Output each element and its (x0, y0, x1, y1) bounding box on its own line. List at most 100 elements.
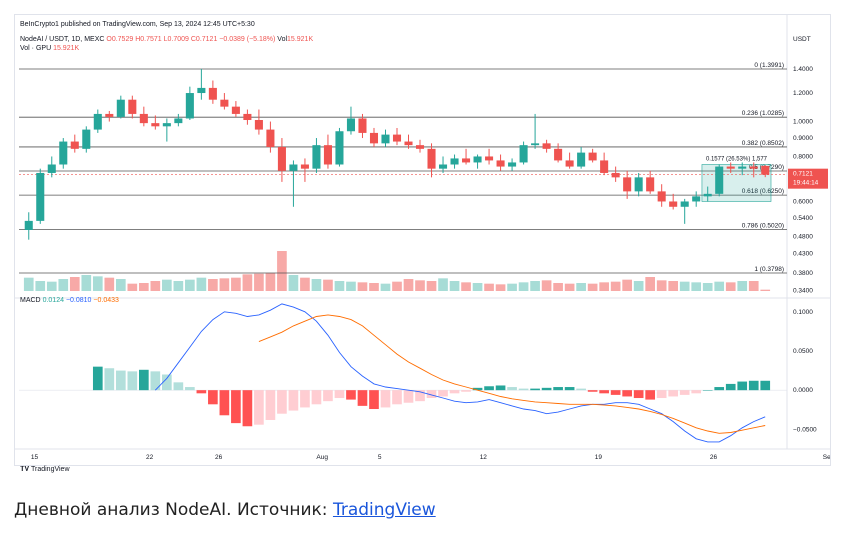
candle-body (208, 87, 217, 100)
candle-body (174, 118, 183, 124)
macd-histogram-bar (138, 369, 149, 391)
volume-bar (691, 282, 702, 291)
measure-rectangle (701, 164, 772, 202)
price-tick-label: 0.8000 (793, 153, 813, 160)
volume-bar (127, 283, 138, 291)
tradingview-logo[interactable]: 𝐓𝐕 TradingView (20, 466, 70, 474)
volume-bar (564, 283, 575, 291)
volume-bar (104, 277, 115, 291)
candle-body (300, 164, 309, 169)
volume-bar (185, 279, 195, 291)
macd-histogram-bar (196, 390, 207, 394)
fib-level-label: 1 (0.3798) (754, 266, 784, 273)
macd-histogram-bar (495, 385, 506, 391)
volume-value: 15.921K (287, 36, 314, 43)
macd-histogram-bar (541, 387, 552, 391)
candle-body (116, 99, 125, 117)
macd-histogram-bar (702, 390, 713, 391)
volume-bar (138, 283, 149, 291)
macd-histogram-bar (403, 390, 414, 403)
candle-body (369, 132, 379, 144)
fib-level-label: 0 (1.3991) (754, 62, 784, 69)
time-tick-label: 26 (710, 454, 718, 461)
volume-bar (173, 281, 184, 291)
candle-body (36, 172, 45, 221)
volume-bar (449, 281, 460, 291)
volume-bar (461, 282, 471, 291)
grid-layer (15, 15, 830, 450)
macd-tick-label: −0.0500 (793, 426, 817, 433)
volume-bar (334, 281, 345, 291)
tv-logo-text: TradingView (30, 466, 70, 473)
candle-body (439, 164, 448, 169)
price-tick-label: 0.5400 (793, 215, 813, 222)
caption-source-link[interactable]: TradingView (332, 500, 436, 520)
time-tick-label: 19 (595, 454, 603, 461)
macd-histogram-bar (173, 382, 184, 391)
volume-bar (403, 279, 414, 291)
time-tick-label: Sep (823, 454, 830, 461)
candle-body (139, 113, 148, 124)
price-tick-label: 1.4000 (793, 66, 813, 73)
caption: Дневной анализ NodeAI. Источник: Trading… (14, 500, 436, 520)
volume-bar (162, 279, 172, 291)
candle-body (669, 201, 678, 207)
volume-bar (242, 274, 253, 291)
candle-body (508, 162, 517, 167)
candle-body (646, 177, 655, 192)
macd-legend: MACD 0.0124 −0.0810 −0.0433 (20, 297, 119, 304)
volume-bar (679, 281, 690, 291)
macd-histogram-bar (369, 390, 379, 410)
publisher-line: BeInCrypto1 published on TradingView.com… (20, 21, 255, 28)
candle-body (703, 193, 712, 197)
chart-panel[interactable]: 0 (1.3991) 0.236 (1.0285) 0.382 (0.8502) 0.… (14, 14, 831, 466)
volume-bar (357, 282, 368, 291)
time-tick-label: 15 (31, 454, 39, 461)
candle-body (611, 172, 620, 178)
candle-body (450, 158, 459, 165)
volume-bar (599, 282, 609, 291)
chart-canvas[interactable]: 0 (1.3991) 0.236 (1.0285) 0.382 (0.8502) 0.… (15, 15, 830, 465)
currency-label: USDT (793, 36, 811, 43)
ohlc-low: L0.7009 (163, 36, 189, 43)
vol-row-value: 15.921K (53, 45, 80, 52)
fib-level-label: 0.618 (0.6250) (742, 188, 784, 195)
volume-bar (219, 278, 230, 291)
volume-bar (530, 281, 540, 291)
volume-bar (426, 281, 437, 291)
volume-bar (748, 281, 759, 291)
macd-histogram-bar (115, 370, 126, 391)
macd-histogram-bar (622, 390, 632, 397)
volume-bar (484, 283, 494, 291)
volume-bar (645, 277, 656, 291)
macd-histogram-bar (518, 388, 529, 391)
price-tick-label: 0.3800 (793, 270, 813, 277)
macd-histogram-bar (691, 390, 702, 394)
price-tick-label: 0.4300 (793, 251, 813, 258)
candle-body (24, 220, 33, 230)
volume-bar (760, 289, 771, 291)
candle-body (312, 145, 321, 169)
volume-bar (656, 280, 667, 291)
vol-row-label[interactable]: Vol · GPU (20, 45, 52, 52)
volume-bar (507, 283, 517, 291)
macd-histogram-bar (92, 366, 103, 391)
macd-histogram-bar (415, 390, 425, 402)
macd-histogram-bar (725, 383, 736, 391)
macd-label[interactable]: MACD (20, 297, 41, 304)
last-price-tag: 0.7121 (793, 171, 813, 178)
macd-histogram-bar (150, 371, 161, 391)
macd-histogram-bar (346, 390, 356, 400)
time-tick-label: 26 (215, 454, 223, 461)
macd-tick-label: 0.0500 (793, 348, 813, 355)
candle-body (600, 160, 609, 173)
symbol-name[interactable]: NodeAI / USDT, 1D, MEXC (20, 36, 105, 43)
fibonacci-levels: 0 (1.3991) 0.236 (1.0285) 0.382 (0.8502) 0.… (19, 62, 787, 274)
price-tick-label: 0.9000 (793, 135, 813, 142)
volume-bar (380, 283, 391, 291)
candle-body (277, 146, 286, 171)
volume-bar (541, 280, 552, 291)
candle-body (323, 145, 332, 165)
candle-body (358, 118, 367, 133)
ohlc-close: C0.7121 (190, 36, 218, 43)
